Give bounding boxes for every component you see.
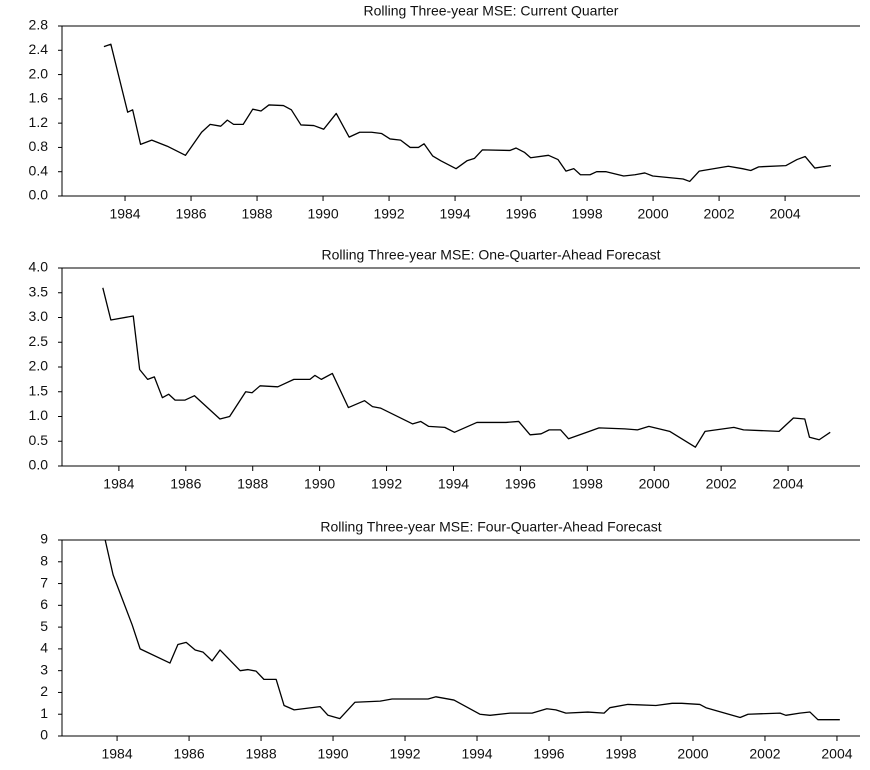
x-tick-label: 1998: [572, 476, 603, 492]
y-tick-label: 2: [40, 683, 48, 699]
x-tick-label: 2002: [704, 206, 735, 222]
y-tick-label: 2.4: [29, 41, 49, 57]
y-tick-label: 1.5: [29, 382, 49, 398]
y-tick-label: 2.0: [29, 358, 49, 374]
x-tick-label: 2000: [637, 206, 668, 222]
x-tick-label: 2004: [772, 476, 803, 492]
y-tick-label: 2.5: [29, 333, 49, 349]
x-tick-label: 1990: [304, 476, 335, 492]
y-tick-label: 4.0: [29, 259, 49, 275]
y-tick-label: 0.0: [29, 457, 49, 473]
x-tick-label: 2002: [706, 476, 737, 492]
x-tick-label: 1990: [307, 206, 338, 222]
x-tick-label: 2000: [639, 476, 670, 492]
y-tick-label: 1: [40, 705, 48, 721]
y-tick-label: 1.0: [29, 407, 49, 423]
x-tick-label: 1988: [241, 206, 272, 222]
y-tick-label: 8: [40, 552, 48, 568]
x-tick-label: 1988: [237, 476, 268, 492]
data-line: [103, 43, 832, 183]
x-tick-label: 1994: [461, 746, 492, 762]
y-tick-label: 3.5: [29, 283, 49, 299]
y-tick-label: 0: [40, 727, 48, 743]
y-tick-label: 1.6: [29, 90, 49, 106]
x-tick-label: 1988: [245, 746, 276, 762]
data-line: [104, 539, 840, 721]
y-tick-label: 7: [40, 574, 48, 590]
x-tick-label: 2004: [770, 206, 801, 222]
x-tick-label: 1992: [371, 476, 402, 492]
x-tick-label: 1998: [571, 206, 602, 222]
y-tick-label: 2.0: [29, 65, 49, 81]
x-tick-label: 1994: [439, 206, 470, 222]
x-tick-label: 1996: [505, 476, 536, 492]
y-tick-label: 0.8: [29, 138, 49, 154]
x-tick-label: 1996: [533, 746, 564, 762]
x-tick-label: 1992: [373, 206, 404, 222]
chart-title: Rolling Three-year MSE: Current Quarter: [364, 3, 619, 19]
x-tick-label: 1986: [175, 206, 206, 222]
chart-title: Rolling Three-year MSE: One-Quarter-Ahea…: [322, 247, 661, 263]
y-tick-label: 3: [40, 661, 48, 677]
x-tick-label: 1996: [505, 206, 536, 222]
x-tick-label: 1984: [103, 476, 134, 492]
x-tick-label: 1990: [317, 746, 348, 762]
y-tick-label: 6: [40, 596, 48, 612]
y-tick-label: 2.8: [29, 17, 49, 33]
x-tick-label: 1998: [605, 746, 636, 762]
x-tick-label: 1984: [101, 746, 132, 762]
y-tick-label: 0.0: [29, 187, 49, 203]
x-tick-label: 1994: [438, 476, 469, 492]
x-tick-label: 2002: [749, 746, 780, 762]
data-line: [102, 287, 831, 448]
x-tick-label: 1986: [173, 746, 204, 762]
x-tick-label: 2004: [821, 746, 852, 762]
y-tick-label: 5: [40, 618, 48, 634]
y-tick-label: 0.5: [29, 432, 49, 448]
x-tick-label: 1986: [170, 476, 201, 492]
y-tick-label: 3.0: [29, 308, 49, 324]
chart-title: Rolling Three-year MSE: Four-Quarter-Ahe…: [320, 519, 661, 535]
y-tick-label: 1.2: [29, 114, 49, 130]
y-tick-label: 9: [40, 531, 48, 547]
x-tick-label: 2000: [677, 746, 708, 762]
y-tick-label: 4: [40, 640, 48, 656]
x-tick-label: 1992: [389, 746, 420, 762]
x-tick-label: 1984: [109, 206, 140, 222]
y-tick-label: 0.4: [29, 162, 49, 178]
